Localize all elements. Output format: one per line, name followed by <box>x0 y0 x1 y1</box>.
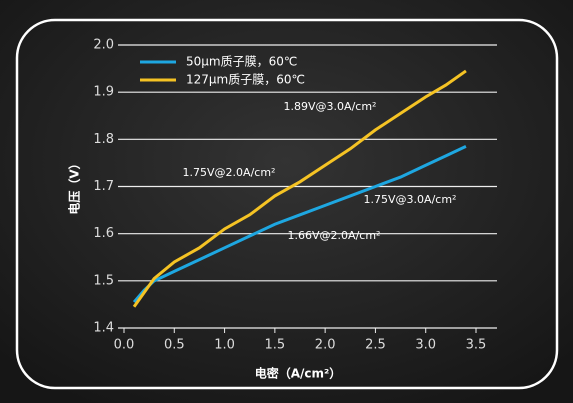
y-tick-label: 1.7 <box>93 179 114 194</box>
y-tick-label: 1.6 <box>93 226 114 241</box>
x-tick-label: 2.0 <box>315 338 336 353</box>
annotation: 1.75V@3.0A/cm² <box>364 193 457 206</box>
x-axis-label: 电密（A/cm²） <box>255 366 342 381</box>
annotation: 1.66V@2.0A/cm² <box>288 229 381 242</box>
y-tick-label: 1.9 <box>93 85 114 100</box>
x-tick-label: 0.5 <box>164 338 185 353</box>
series-line <box>132 69 467 308</box>
x-tick-label: 1.0 <box>214 338 235 353</box>
y-tick-label: 1.4 <box>93 321 114 336</box>
x-tick-label: 3.5 <box>466 338 487 353</box>
frame <box>15 18 559 390</box>
x-tick-label: 0.0 <box>114 338 135 353</box>
x-tick-label: 3.0 <box>415 338 436 353</box>
annotation: 1.75V@2.0A/cm² <box>183 166 276 179</box>
series-line <box>132 145 467 304</box>
y-tick-label: 1.5 <box>93 273 114 288</box>
annotation: 1.89V@3.0A/cm² <box>284 100 377 113</box>
x-tick-label: 1.5 <box>265 338 286 353</box>
legend-label: 50μm质子膜，60℃ <box>186 55 297 69</box>
x-tick-label: 2.5 <box>365 338 386 353</box>
y-tick-label: 2.0 <box>93 38 114 53</box>
y-axis-label: 电压（V） <box>67 157 82 214</box>
y-tick-label: 1.8 <box>93 132 114 147</box>
legend-label: 127μm质子膜，60℃ <box>186 73 305 87</box>
